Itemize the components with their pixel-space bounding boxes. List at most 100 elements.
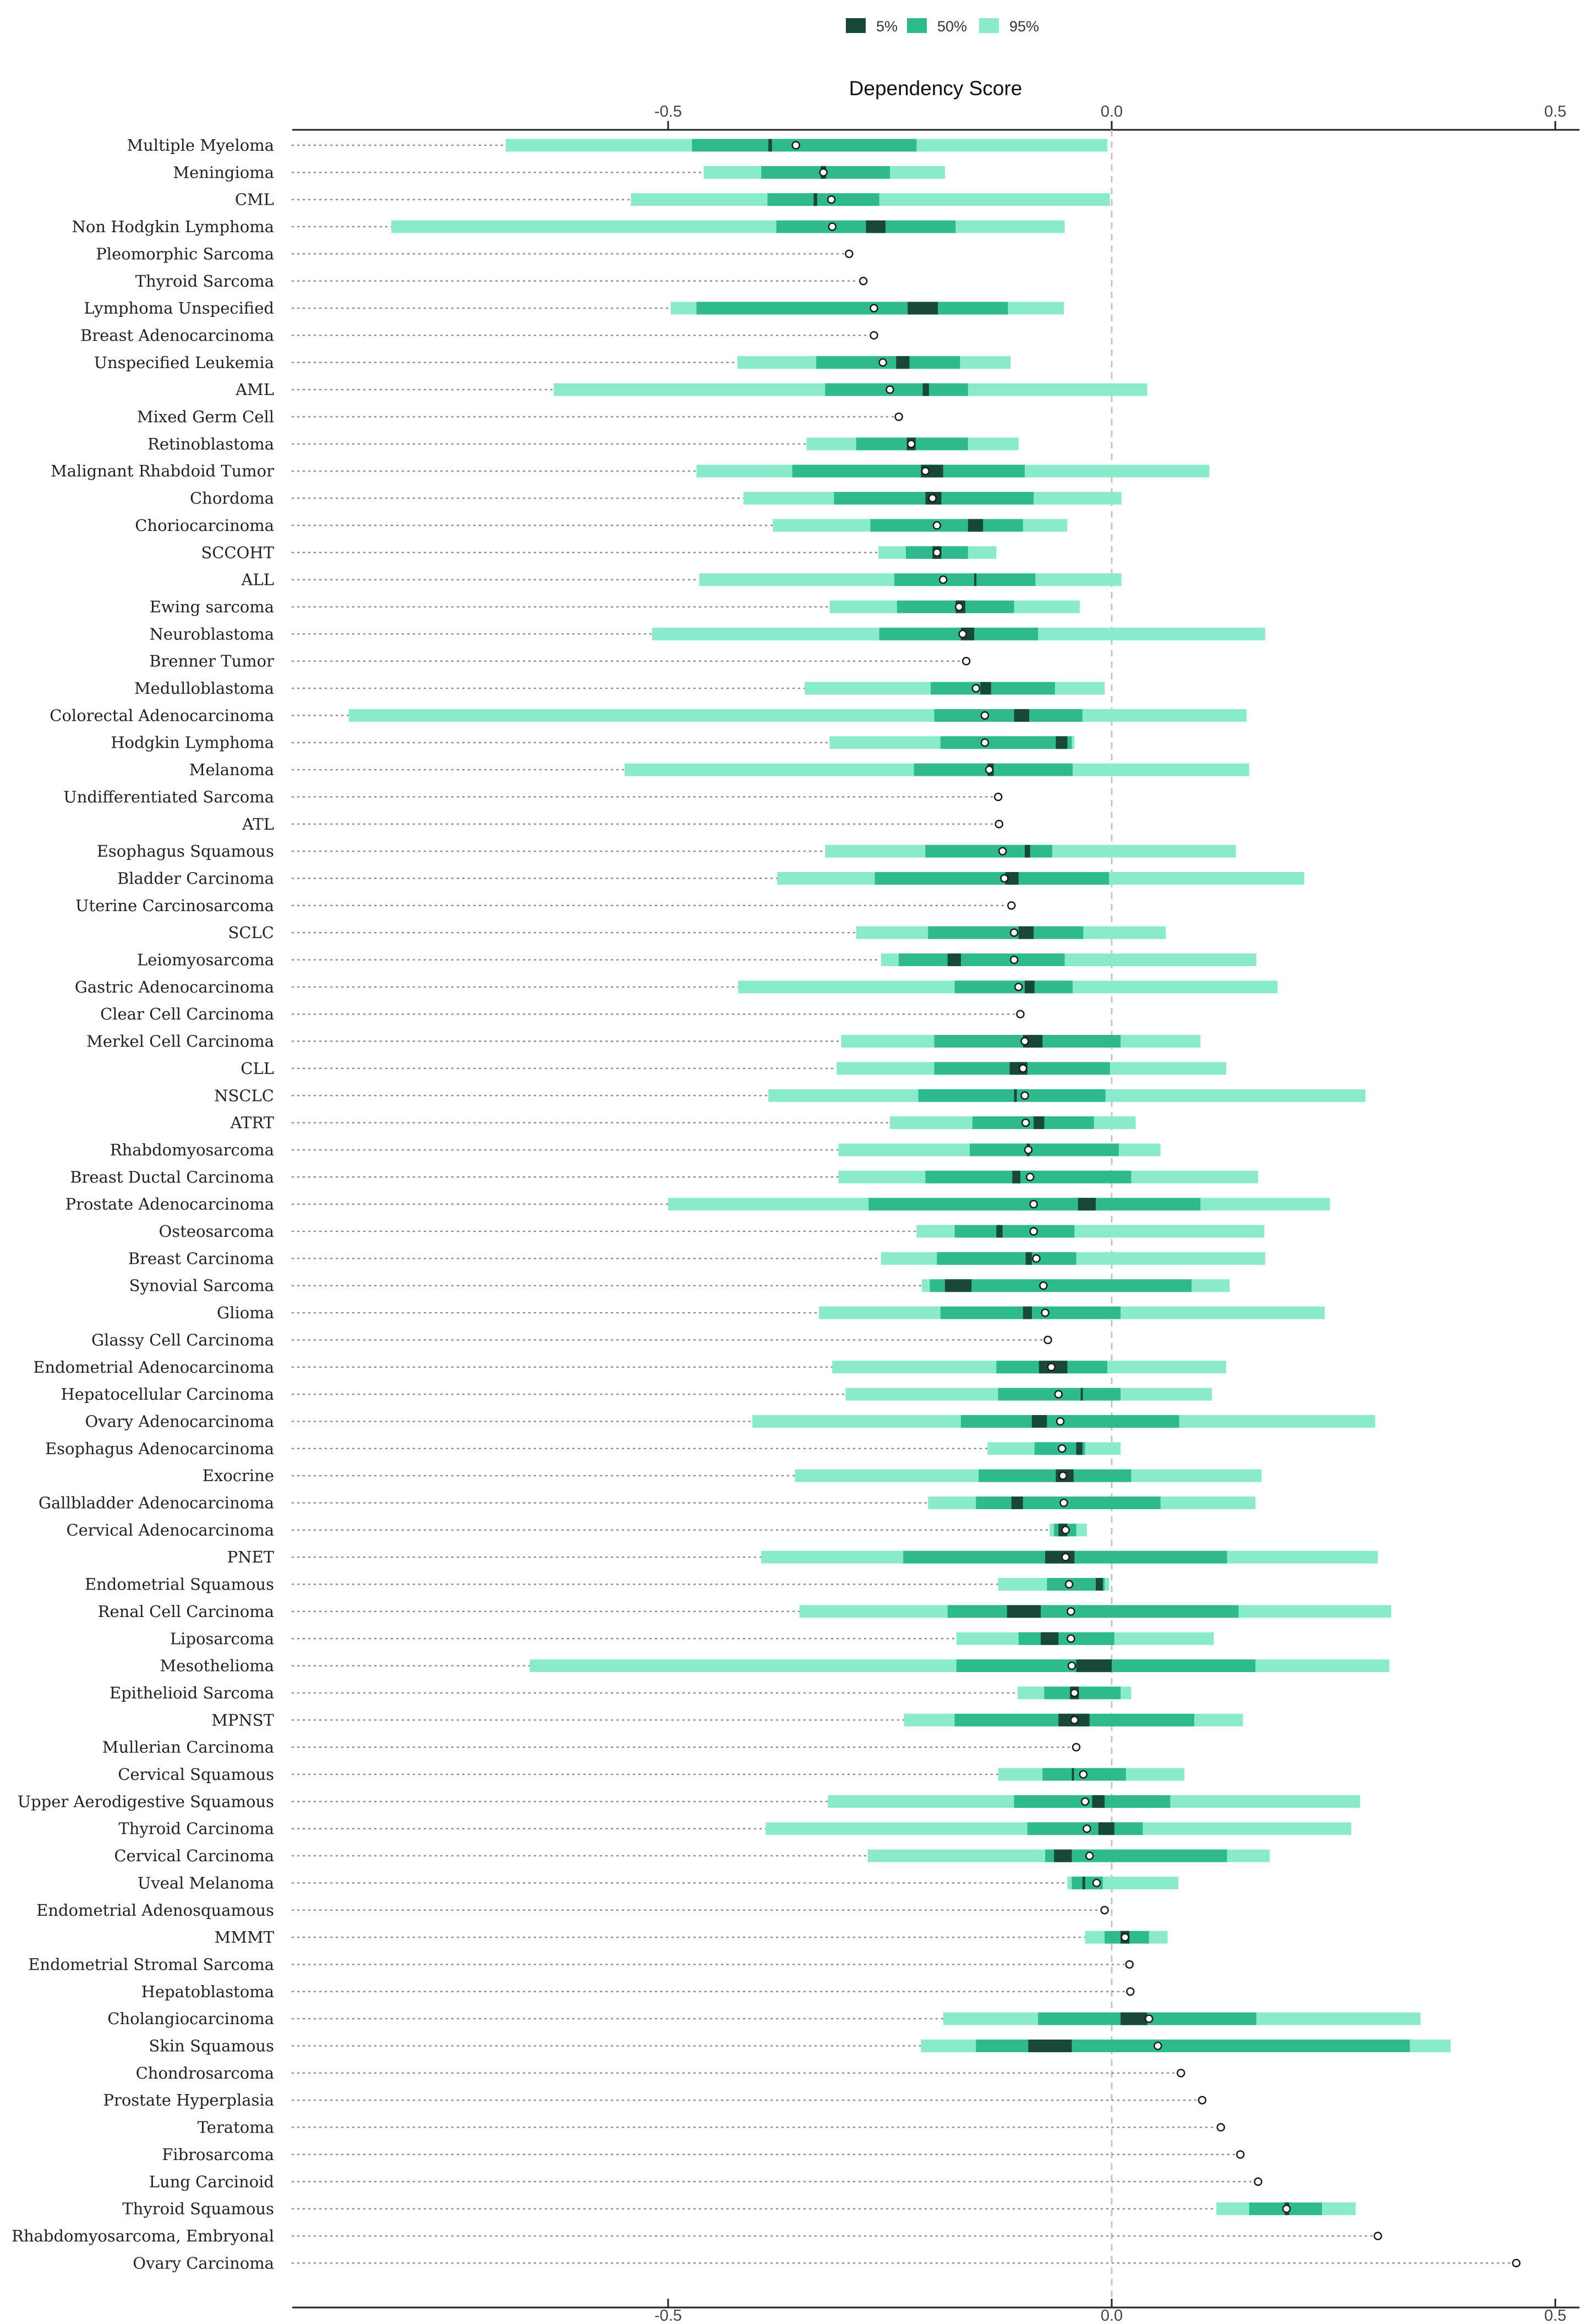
bar-5 (866, 220, 886, 233)
category-row: Neuroblastoma (150, 624, 1265, 643)
category-label: Neuroblastoma (150, 624, 274, 643)
median-marker (1100, 1906, 1109, 1915)
category-row: Uterine Carcinosarcoma (75, 896, 1016, 915)
median-marker (1032, 1254, 1041, 1263)
tick-label-top: 0.0 (1101, 103, 1123, 120)
bar-50 (930, 1279, 1192, 1292)
median-marker (1144, 2014, 1154, 2023)
category-label: Endometrial Stromal Sarcoma (28, 1955, 274, 1974)
category-label: SCCOHT (201, 543, 274, 562)
bar-50 (976, 2040, 1410, 2052)
category-row: Epithelioid Sarcoma (110, 1684, 1132, 1702)
bar-50 (1045, 1849, 1227, 1862)
x-axis-title: Dependency Score (849, 77, 1023, 100)
category-row: Meningioma (173, 163, 945, 182)
category-label: Retinoblastoma (147, 435, 274, 453)
category-label: Thyroid Squamous (122, 2200, 274, 2218)
bar-50 (970, 1143, 1119, 1156)
median-marker (1061, 1553, 1070, 1561)
category-label: Lung Carcinoid (149, 2172, 274, 2191)
category-row: Endometrial Squamous (85, 1575, 1110, 1594)
bar-5 (944, 1279, 972, 1292)
bar-5 (1098, 1822, 1114, 1835)
median-marker (1080, 1797, 1090, 1806)
bar-5 (768, 139, 772, 152)
bar-50 (696, 302, 1008, 315)
category-label: NSCLC (214, 1086, 274, 1105)
category-row: Hepatocellular Carcinoma (61, 1385, 1212, 1404)
bar-50 (976, 1497, 1161, 1509)
category-label: Non Hodgkin Lymphoma (72, 217, 274, 236)
median-marker (954, 602, 964, 611)
median-marker (921, 467, 930, 475)
bar-50 (870, 519, 1023, 532)
category-label: Unspecified Leukemia (94, 353, 274, 372)
bar-5 (908, 302, 938, 315)
category-row: Thyroid Carcinoma (118, 1819, 1352, 1838)
median-marker (1070, 1715, 1079, 1725)
category-row: Thyroid Squamous (122, 2200, 1356, 2218)
category-label: Endometrial Adenocarcinoma (33, 1358, 274, 1377)
category-label: Mullerian Carcinoma (102, 1738, 274, 1757)
category-row: Prostate Adenocarcinoma (65, 1195, 1330, 1214)
category-label: Bladder Carcinoma (117, 869, 274, 887)
category-label: Meningioma (173, 163, 274, 182)
category-row: ATRT (230, 1114, 1136, 1132)
category-row: Multiple Myeloma (127, 136, 1107, 155)
category-row: Upper Aerodigestive Squamous (18, 1792, 1360, 1811)
median-marker (1125, 1960, 1134, 1969)
median-marker (980, 738, 990, 747)
category-row: PNET (227, 1548, 1378, 1566)
category-row: Undifferentiated Sarcoma (63, 787, 1003, 806)
tick-label-top: -0.5 (654, 103, 682, 120)
median-marker (971, 684, 981, 693)
category-label: Leiomyosarcoma (137, 951, 274, 969)
bar-5 (1095, 1578, 1103, 1591)
median-marker (1047, 1363, 1056, 1372)
category-label: Gallbladder Adenocarcinoma (39, 1494, 274, 1512)
bar-5 (1005, 872, 1019, 885)
category-row: MPNST (211, 1711, 1243, 1729)
category-row: Synovial Sarcoma (129, 1276, 1230, 1295)
category-label: Chordoma (190, 489, 274, 508)
median-marker (791, 141, 800, 150)
bar-50 (767, 193, 879, 206)
category-label: Rhabdomyosarcoma (110, 1141, 274, 1159)
category-row: Glassy Cell Carcinoma (91, 1330, 1052, 1349)
category-label: Chondrosarcoma (136, 2064, 274, 2082)
bar-50 (918, 1089, 1106, 1102)
category-label: Upper Aerodigestive Squamous (18, 1792, 274, 1811)
category-rows: Multiple Myeloma Meningioma CML Non Hodgkin… (12, 136, 1521, 2272)
tick-label-top: 0.5 (1544, 103, 1566, 120)
category-row: Ewing sarcoma (150, 598, 1080, 616)
median-marker (1014, 983, 1023, 991)
category-label: Prostate Hyperplasia (103, 2091, 274, 2109)
category-label: Medulloblastoma (134, 679, 274, 698)
median-marker (1176, 2069, 1185, 2078)
median-marker (1067, 1661, 1076, 1670)
median-marker (1126, 1987, 1135, 1996)
bar-5 (1023, 1306, 1032, 1319)
category-row: Breast Adenocarcinoma (80, 326, 878, 344)
bar-50 (825, 383, 968, 396)
category-row: Esophagus Squamous (97, 842, 1236, 860)
bar-50 (894, 573, 1036, 587)
bar-50 (1047, 1578, 1105, 1591)
category-row: AML (235, 380, 1147, 399)
median-marker (928, 494, 937, 503)
category-label: AML (235, 380, 274, 399)
median-marker (878, 358, 887, 367)
median-marker (1057, 1444, 1067, 1453)
median-marker (1020, 1091, 1029, 1100)
category-label: Exocrine (203, 1466, 274, 1485)
category-label: MMMT (215, 1928, 275, 1947)
median-marker (1092, 1878, 1101, 1888)
median-marker (1009, 955, 1019, 964)
category-row: NSCLC (214, 1086, 1366, 1105)
category-label: Breast Carcinoma (128, 1249, 274, 1268)
category-label: Hodgkin Lymphoma (111, 733, 274, 752)
category-row: ALL (241, 571, 1122, 589)
median-marker (1070, 1689, 1079, 1697)
bar-5 (996, 1225, 1003, 1238)
category-row: Gastric Adenocarcinoma (75, 978, 1278, 996)
